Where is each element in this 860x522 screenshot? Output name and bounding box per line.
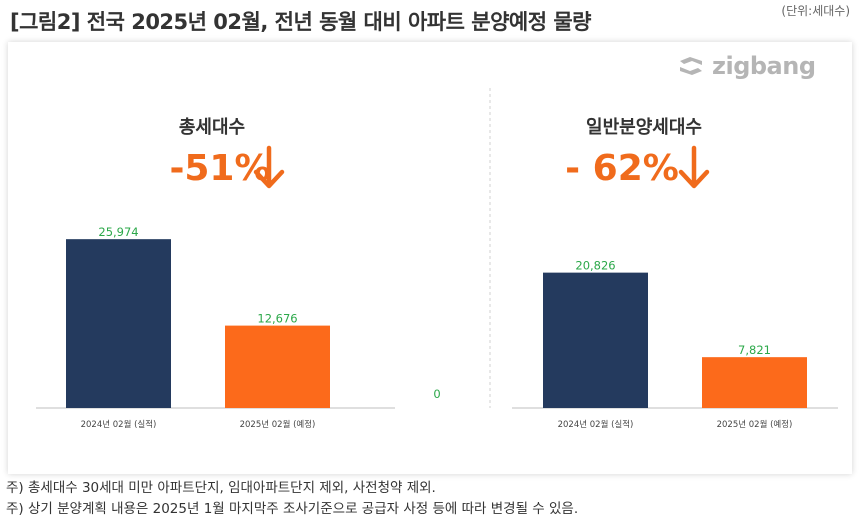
tick-label: 2025년 02월 (예정) bbox=[240, 419, 316, 430]
change-percent: - 62% bbox=[565, 148, 679, 189]
bar bbox=[543, 272, 648, 408]
page-title: [그림2] 전국 2025년 02월, 전년 동월 대비 아파트 분양예정 물량 bbox=[10, 10, 591, 34]
panel-heading: 일반분양세대수 bbox=[586, 117, 702, 138]
bar bbox=[66, 239, 171, 408]
logo-text: zigbang bbox=[712, 52, 816, 80]
footnotes: 주) 총세대수 30세대 미만 아파트단지, 임대아파트단지 제외, 사전청약 … bbox=[6, 478, 578, 520]
panel-heading: 총세대수 bbox=[179, 117, 245, 138]
down-arrow-icon bbox=[678, 145, 710, 189]
down-arrow-icon bbox=[253, 145, 285, 189]
unit-label: (단위:세대수) bbox=[781, 4, 850, 18]
change-percent: -51% bbox=[169, 148, 270, 189]
bar bbox=[225, 325, 330, 408]
data-label: 7,821 bbox=[738, 343, 771, 357]
footnote-2: 주) 상기 분양계획 내용은 2025년 1월 마지막주 조사기준으로 공급자 … bbox=[6, 501, 579, 517]
data-label: 12,676 bbox=[257, 312, 297, 326]
data-label: 25,974 bbox=[98, 225, 138, 239]
data-label: 20,826 bbox=[575, 259, 615, 273]
footnote-1: 주) 총세대수 30세대 미만 아파트단지, 임대아파트단지 제외, 사전청약 … bbox=[6, 480, 436, 496]
tick-label: 2024년 02월 (실적) bbox=[558, 419, 634, 430]
tick-label: 2024년 02월 (실적) bbox=[81, 419, 157, 430]
gap-zero-label: 0 bbox=[433, 387, 440, 401]
bar bbox=[702, 357, 807, 408]
brand-logo: zigbang bbox=[676, 52, 836, 80]
zigbang-logo-icon bbox=[680, 57, 702, 75]
tick-label: 2025년 02월 (예정) bbox=[717, 419, 793, 430]
